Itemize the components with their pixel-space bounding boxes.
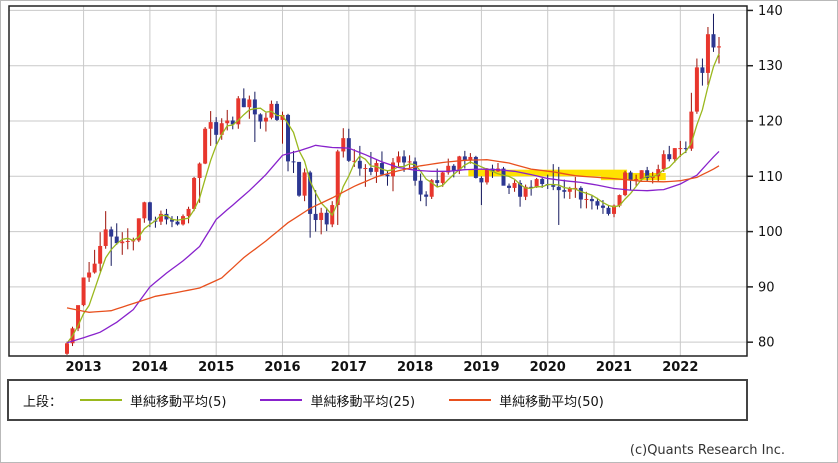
candles: [65, 13, 721, 355]
x-axis-label: 2014: [132, 360, 168, 375]
y-axis-label: 90: [758, 280, 775, 295]
x-axis-label: 2021: [596, 360, 632, 375]
plot-frame: [8, 5, 748, 357]
sma-5-line: [66, 53, 720, 344]
x-axis-label: 2016: [264, 360, 300, 375]
legend-item-sma5: 単純移動平均(5): [80, 391, 226, 410]
sma50-line-swatch: [449, 399, 492, 401]
x-axis-label: 2019: [463, 360, 499, 375]
y-axis-label: 80: [758, 336, 775, 351]
sma-50-line: [66, 159, 720, 313]
y-axis-label: 120: [758, 115, 783, 130]
candlestick-price-chart: 80 90 100 110 120 130 140 2013 2014 2015 2016 2017 2…: [8, 4, 783, 375]
copyright-text: (c)Quants Research Inc.: [629, 443, 785, 458]
x-axis-label: 2015: [198, 360, 234, 375]
legend-label-sma50: 単純移動平均(50): [499, 394, 604, 410]
legend-label-sma5: 単純移動平均(5): [130, 394, 227, 410]
x-axis-label: 2020: [530, 360, 566, 375]
y-axis-label: 100: [758, 225, 783, 240]
sma5-line-swatch: [80, 399, 123, 401]
x-axis-label: 2013: [65, 360, 101, 375]
x-axis-label: 2018: [397, 360, 433, 375]
sma-25-line: [66, 144, 720, 344]
y-axis-label: 130: [758, 59, 783, 74]
highlight-band: [468, 169, 628, 177]
sma25-line-swatch: [260, 399, 303, 401]
x-axis-label: 2022: [662, 360, 698, 375]
legend-panel-label: 上段：: [23, 394, 63, 410]
highlight-band: [600, 172, 666, 181]
legend-label-sma25: 単純移動平均(25): [310, 394, 416, 410]
legend-item-sma25: 単純移動平均(25): [260, 391, 415, 410]
legend-item-sma50: 単純移動平均(50): [449, 391, 604, 410]
legend-box: 上段： 単純移動平均(5) 単純移動平均(25) 単純移動平均(50): [7, 379, 748, 421]
x-axis-label: 2017: [331, 360, 367, 375]
y-axis-label: 110: [758, 170, 783, 185]
y-axis-label: 140: [758, 4, 783, 19]
